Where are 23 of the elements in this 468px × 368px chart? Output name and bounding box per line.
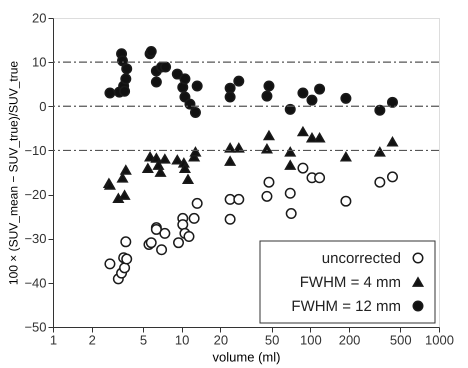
- y-tick-label: −30: [24, 231, 46, 246]
- y-tick-label: −50: [24, 320, 46, 334]
- y-tick-label: 20: [32, 10, 46, 26]
- y-tick-label: −10: [24, 142, 46, 158]
- x-tick-label: 50: [264, 332, 280, 348]
- legend-label: FWHM = 12 mm: [291, 298, 401, 315]
- y-tick-label: −40: [24, 275, 46, 290]
- x-tick-label: 1000: [425, 332, 454, 348]
- legend-label: uncorrected: [322, 250, 401, 267]
- y-tick-label: −20: [24, 187, 46, 202]
- y-axis-title: 100 × (SUV_mean − SUV_true)/SUV_true: [6, 60, 20, 286]
- x-tick-label: 2: [88, 332, 96, 348]
- legend-label: FWHM = 4 mm: [300, 274, 401, 291]
- x-tick-label: 500: [390, 332, 412, 348]
- x-axis-title: volume (ml): [212, 350, 280, 364]
- y-tick-label: 0: [39, 98, 46, 114]
- x-tick-label: 5: [140, 332, 148, 348]
- x-tick-label: 10: [174, 332, 190, 348]
- x-tick-label: 1: [50, 332, 58, 348]
- x-tick-label: 200: [338, 332, 360, 348]
- x-tick-label: 20: [214, 332, 228, 348]
- y-tick-label: 10: [32, 54, 46, 70]
- x-tick-label: 100: [300, 332, 322, 348]
